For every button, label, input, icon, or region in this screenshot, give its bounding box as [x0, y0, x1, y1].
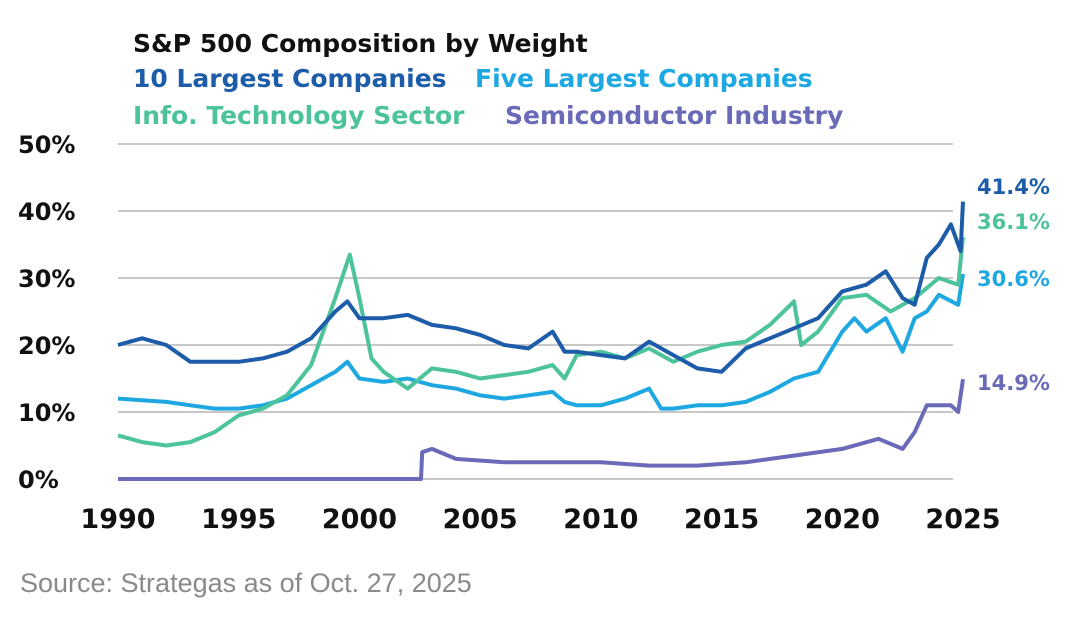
end-value-label: 41.4% [977, 175, 1050, 199]
y-tick-label: 0% [18, 466, 59, 494]
y-tick-label: 30% [18, 265, 75, 293]
legend-semiconductor: Semiconductor Industry [505, 101, 843, 130]
legend-five-largest: Five Largest Companies [475, 64, 813, 93]
x-tick-label: 2020 [805, 504, 880, 535]
y-tick-label: 40% [18, 198, 75, 226]
series-line-five-largest-companies [117, 273, 965, 411]
end-value-label: 36.1% [977, 210, 1050, 234]
legend-10-largest: 10 Largest Companies [133, 64, 447, 93]
x-tick-label: 2000 [322, 504, 397, 535]
series-line-10-largest-companies [117, 201, 965, 374]
y-tick-label: 50% [18, 131, 75, 159]
y-tick-label: 20% [18, 332, 75, 360]
x-tick-label: 2025 [925, 504, 1000, 535]
x-tick-label: 2005 [443, 504, 518, 535]
x-tick-label: 2010 [563, 504, 638, 535]
chart-title: S&P 500 Composition by Weight [133, 29, 588, 58]
end-value-label: 14.9% [977, 371, 1050, 395]
legend-it-sector: Info. Technology Sector [133, 101, 465, 130]
series-line-semiconductor-industry [118, 378, 965, 481]
x-tick-label: 2015 [684, 504, 759, 535]
source-note: Source: Strategas as of Oct. 27, 2025 [20, 568, 472, 598]
x-tick-label: 1995 [201, 504, 276, 535]
x-tick-label: 1990 [80, 504, 155, 535]
series-line-info-technology-sector [117, 236, 965, 448]
end-value-label: 30.6% [977, 267, 1050, 291]
y-tick-label: 10% [18, 399, 75, 427]
